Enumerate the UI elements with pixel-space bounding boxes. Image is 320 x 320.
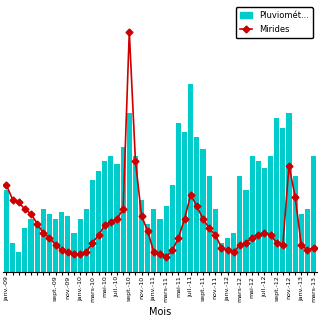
Bar — [188, 84, 193, 271]
Bar — [225, 238, 230, 271]
Bar — [90, 180, 95, 271]
Bar — [182, 132, 187, 271]
Bar — [299, 214, 304, 271]
Bar — [213, 209, 218, 271]
Bar — [305, 209, 310, 271]
Bar — [200, 149, 206, 271]
Bar — [280, 128, 285, 271]
Bar — [4, 190, 9, 271]
Legend: Pluviomét..., Mirides: Pluviomét..., Mirides — [236, 7, 313, 38]
Bar — [35, 223, 40, 271]
Bar — [102, 161, 107, 271]
Bar — [231, 233, 236, 271]
Bar — [127, 113, 132, 271]
Bar — [59, 212, 64, 271]
Bar — [47, 214, 52, 271]
Bar — [250, 156, 255, 271]
Bar — [65, 216, 70, 271]
Bar — [145, 223, 150, 271]
Bar — [164, 206, 169, 271]
Bar — [237, 176, 243, 271]
Bar — [139, 200, 144, 271]
Bar — [244, 190, 249, 271]
Bar — [114, 164, 120, 271]
Bar — [41, 209, 46, 271]
Bar — [108, 156, 114, 271]
Bar — [262, 168, 267, 271]
Bar — [157, 219, 163, 271]
Bar — [176, 123, 181, 271]
Bar — [28, 219, 34, 271]
Bar — [206, 176, 212, 271]
Bar — [286, 113, 292, 271]
Bar — [22, 228, 28, 271]
Bar — [194, 137, 199, 271]
Bar — [170, 185, 175, 271]
X-axis label: Mois: Mois — [149, 307, 171, 317]
Bar — [53, 219, 58, 271]
Bar — [84, 209, 89, 271]
Bar — [151, 209, 156, 271]
Bar — [71, 233, 76, 271]
Bar — [77, 219, 83, 271]
Bar — [256, 161, 261, 271]
Bar — [133, 156, 138, 271]
Bar — [121, 147, 126, 271]
Bar — [311, 156, 316, 271]
Bar — [219, 243, 224, 271]
Bar — [96, 171, 101, 271]
Bar — [274, 118, 279, 271]
Bar — [292, 176, 298, 271]
Bar — [10, 243, 15, 271]
Bar — [268, 156, 273, 271]
Bar — [16, 252, 21, 271]
